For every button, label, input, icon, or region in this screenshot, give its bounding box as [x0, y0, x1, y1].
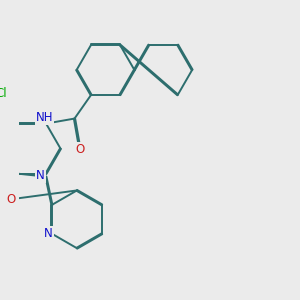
Text: N: N — [44, 227, 53, 240]
Text: O: O — [76, 143, 85, 156]
Text: O: O — [6, 194, 15, 206]
Text: Cl: Cl — [0, 87, 7, 100]
Text: NH: NH — [36, 111, 53, 124]
Text: N: N — [36, 169, 45, 182]
